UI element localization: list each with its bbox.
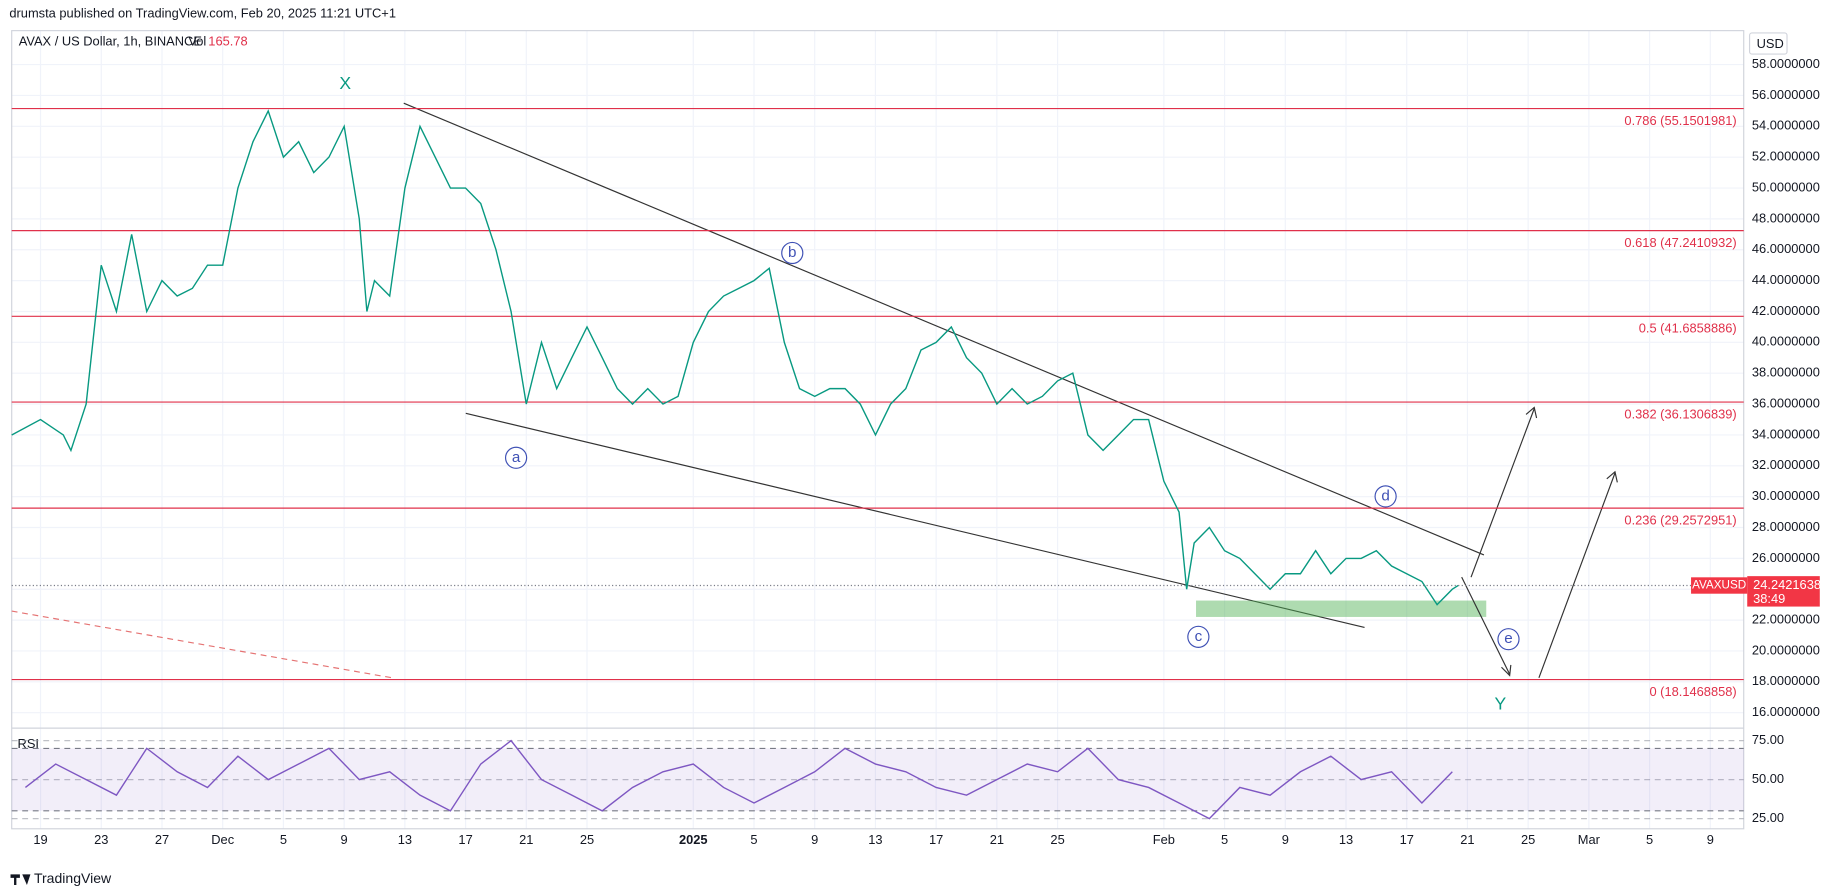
x-tick-label: 25 bbox=[580, 832, 594, 847]
support-zone bbox=[1196, 600, 1487, 617]
frame bbox=[11, 30, 1745, 830]
symbol-tag bbox=[1691, 577, 1748, 594]
x-tick-label: 27 bbox=[155, 832, 169, 847]
x-tick-label: 17 bbox=[458, 832, 472, 847]
y-tick-label: 36.0000000 bbox=[1752, 395, 1820, 410]
y-tick-label: 22.0000000 bbox=[1752, 612, 1820, 627]
x-tick-label: 2025 bbox=[679, 832, 708, 847]
x-tick-label: 21 bbox=[519, 832, 533, 847]
y-tick-label: 28.0000000 bbox=[1752, 519, 1820, 534]
y-tick-label: 38.0000000 bbox=[1752, 365, 1820, 380]
x-tick-label: 13 bbox=[868, 832, 882, 847]
wave-label: e bbox=[1504, 630, 1512, 647]
vol-value: 165.78 bbox=[208, 34, 247, 49]
wave-circle bbox=[1187, 625, 1210, 648]
fib-label: 0.786 (55.1501981) bbox=[1624, 113, 1736, 128]
y-tick-label: 18.0000000 bbox=[1752, 673, 1820, 688]
trendline bbox=[11, 610, 393, 679]
x-tick-label: 5 bbox=[1646, 832, 1653, 847]
x-tick-label: 23 bbox=[94, 832, 108, 847]
y-tick-label: 50.00 bbox=[1752, 771, 1784, 786]
fib-label: 0.5 (41.6858886) bbox=[1639, 321, 1737, 336]
y-tick-label: 25.00 bbox=[1752, 810, 1784, 825]
y-tick-label: 56.0000000 bbox=[1752, 87, 1820, 102]
wave-circle bbox=[1374, 485, 1397, 508]
symbol-name: AVAXUSD bbox=[1692, 579, 1746, 592]
wave-label: X bbox=[339, 73, 351, 93]
y-tick-label: 34.0000000 bbox=[1752, 426, 1820, 441]
y-tick-label: 54.0000000 bbox=[1752, 118, 1820, 133]
x-tick-label: 17 bbox=[1400, 832, 1414, 847]
x-tick-label: 9 bbox=[1282, 832, 1289, 847]
publisher: drumsta published on TradingView.com, Fe… bbox=[9, 6, 396, 21]
rsi-band bbox=[11, 748, 1744, 811]
x-tick-label: 19 bbox=[33, 832, 47, 847]
x-tick-label: 21 bbox=[990, 832, 1004, 847]
wave-label: Y bbox=[1494, 693, 1506, 713]
x-tick-label: 13 bbox=[398, 832, 412, 847]
fib-label: 0 (18.1468858) bbox=[1649, 684, 1736, 699]
y-tick-label: 40.0000000 bbox=[1752, 334, 1820, 349]
fib-label: 0.382 (36.1306839) bbox=[1624, 406, 1736, 421]
wave-circle bbox=[504, 446, 528, 469]
currency-box[interactable] bbox=[1748, 32, 1788, 55]
x-tick-label: 5 bbox=[1221, 832, 1228, 847]
x-tick-label: Mar bbox=[1578, 832, 1601, 847]
fib-label: 0.618 (47.2410932) bbox=[1624, 235, 1736, 250]
x-tick-label: 5 bbox=[280, 832, 287, 847]
y-tick-label: 16.0000000 bbox=[1752, 704, 1820, 719]
last-price: 24.2421638 bbox=[1753, 577, 1821, 592]
x-tick-label: 5 bbox=[750, 832, 757, 847]
y-tick-label: 30.0000000 bbox=[1752, 488, 1820, 503]
x-tick-label: 21 bbox=[1460, 832, 1474, 847]
x-tick-label: 25 bbox=[1050, 832, 1064, 847]
x-tick-label: 9 bbox=[341, 832, 348, 847]
trendline bbox=[465, 412, 1365, 629]
x-tick-label: 13 bbox=[1339, 832, 1353, 847]
wave-circle bbox=[781, 241, 804, 265]
y-tick-label: 50.0000000 bbox=[1752, 179, 1820, 194]
countdown: 38:49 bbox=[1753, 591, 1785, 606]
y-tick-label: 44.0000000 bbox=[1752, 272, 1820, 287]
x-tick-label: 17 bbox=[929, 832, 943, 847]
price-tag bbox=[1747, 576, 1820, 607]
symbol-title: AVAX / US Dollar, 1h, BINANCE bbox=[19, 34, 203, 49]
wave-label: d bbox=[1381, 487, 1389, 504]
y-tick-label: 52.0000000 bbox=[1752, 149, 1820, 164]
y-tick-label: 46.0000000 bbox=[1752, 241, 1820, 256]
currency: USD bbox=[1757, 36, 1784, 51]
x-tick-label: 25 bbox=[1521, 832, 1535, 847]
trendline bbox=[403, 102, 1485, 556]
price-line bbox=[24, 739, 1453, 820]
vol-label: Vol bbox=[188, 34, 206, 49]
x-tick-label: Feb bbox=[1153, 832, 1175, 847]
projection-arrows bbox=[1461, 406, 1618, 679]
x-tick-label: Dec bbox=[211, 832, 234, 847]
y-tick-label: 58.0000000 bbox=[1752, 56, 1820, 71]
wave-label: b bbox=[788, 244, 796, 261]
x-tick-label: 9 bbox=[1707, 832, 1714, 847]
logo bbox=[10, 874, 31, 885]
footer: TradingView bbox=[34, 870, 112, 886]
x-tick-label: 9 bbox=[811, 832, 818, 847]
y-tick-label: 75.00 bbox=[1752, 732, 1784, 747]
y-tick-label: 42.0000000 bbox=[1752, 303, 1820, 318]
wave-circle bbox=[1497, 628, 1520, 651]
y-tick-label: 48.0000000 bbox=[1752, 210, 1820, 225]
price-line bbox=[11, 109, 1459, 606]
rsi-title: RSI bbox=[18, 736, 39, 751]
y-tick-label: 26.0000000 bbox=[1752, 550, 1820, 565]
y-tick-label: 32.0000000 bbox=[1752, 457, 1820, 472]
wave-label: c bbox=[1195, 628, 1203, 645]
y-tick-label: 20.0000000 bbox=[1752, 642, 1820, 657]
wave-label: a bbox=[512, 449, 521, 466]
fib-label: 0.236 (29.2572951) bbox=[1624, 512, 1736, 527]
